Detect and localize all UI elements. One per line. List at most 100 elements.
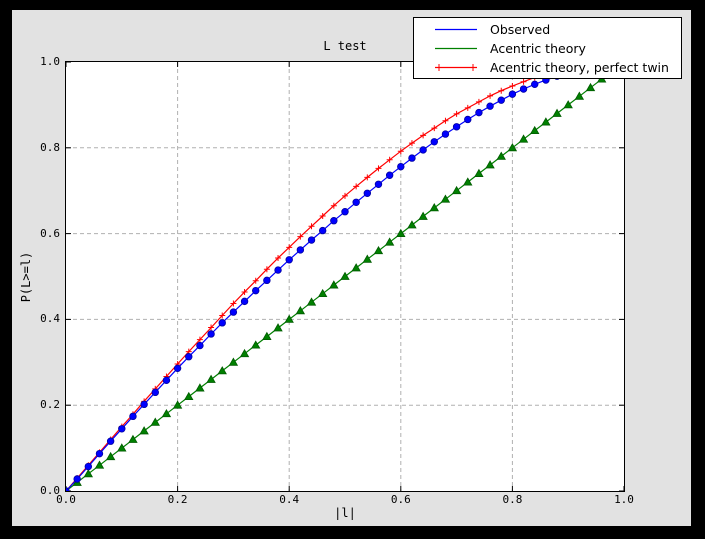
plus-marker [431, 125, 438, 132]
triangle-marker [340, 271, 350, 280]
triangle-marker [239, 348, 250, 358]
circle-marker [151, 388, 159, 397]
plus-marker [453, 110, 460, 117]
triangle-marker [362, 254, 373, 263]
triangle-marker [329, 280, 339, 289]
plus-marker [375, 165, 382, 172]
circle-marker [185, 353, 193, 361]
triangle-marker [351, 263, 361, 272]
circle-marker [508, 90, 517, 98]
legend-plus-marker [469, 63, 477, 71]
triangle-marker [150, 417, 160, 426]
triangle-marker [574, 91, 585, 100]
triangle-marker [184, 391, 194, 401]
plus-marker [308, 223, 315, 230]
series-line [66, 62, 602, 491]
circle-marker [363, 189, 372, 197]
triangle-marker [317, 288, 328, 298]
series-line [66, 65, 602, 491]
circle-marker [307, 236, 316, 244]
triangle-marker [206, 374, 216, 383]
y-tick-label-0.2: 0.2 [40, 398, 60, 412]
circle-marker [218, 319, 226, 327]
x-tick-label-1.0: 1.0 [614, 493, 634, 506]
plus-marker [219, 312, 226, 319]
circle-marker [84, 462, 93, 471]
plus-marker [319, 213, 326, 220]
plus-marker [475, 98, 482, 105]
triangle-marker [228, 357, 239, 366]
circle-marker [430, 138, 438, 146]
y-axis-label: P(L>=l) [19, 251, 33, 303]
triangle-marker [396, 228, 406, 237]
circle-marker [452, 123, 461, 131]
circle-marker [497, 96, 505, 104]
plus-marker [464, 104, 471, 111]
circle-marker [397, 162, 405, 171]
triangle-marker [161, 408, 172, 418]
plus-marker [196, 336, 203, 343]
legend-sample-acentric-theory-line [435, 47, 477, 49]
x-tick-label-0.4: 0.4 [279, 493, 300, 506]
circle-marker [441, 130, 450, 138]
circle-marker [486, 102, 494, 110]
plus-marker [397, 148, 404, 155]
circle-marker [263, 276, 271, 285]
circle-marker [296, 246, 305, 254]
circle-marker [330, 217, 338, 225]
plus-marker [364, 174, 371, 181]
circle-marker [240, 297, 249, 306]
legend-label-perfect-twin: Acentric theory, perfect twin [490, 59, 669, 75]
triangle-marker [451, 185, 462, 195]
y-tick-label-1.0: 1.0 [40, 55, 60, 68]
plus-marker [342, 192, 348, 199]
triangle-marker [384, 237, 395, 246]
triangle-marker [128, 434, 138, 443]
circle-marker [419, 146, 427, 154]
plus-marker [509, 83, 516, 90]
triangle-marker [117, 443, 127, 452]
triangle-marker [94, 460, 105, 469]
triangle-marker [139, 426, 149, 435]
series-observed [66, 62, 606, 491]
plus-marker [252, 277, 259, 284]
triangle-marker [485, 160, 495, 169]
circle-marker [140, 400, 148, 409]
triangle-marker [496, 151, 506, 160]
legend-sample-observed-line [435, 28, 477, 30]
circle-marker [207, 330, 215, 338]
triangle-marker [507, 142, 518, 152]
triangle-marker [463, 177, 473, 186]
circle-marker [318, 226, 327, 235]
plus-marker [442, 117, 449, 124]
circle-marker [118, 425, 126, 433]
circle-marker [73, 475, 81, 483]
circle-marker [352, 198, 360, 206]
y-tick-label-0.8: 0.8 [40, 140, 60, 154]
triangle-marker [83, 469, 94, 478]
circle-marker [374, 180, 383, 188]
circle-marker [341, 208, 349, 216]
plus-marker [297, 233, 304, 240]
plus-marker [286, 244, 293, 251]
legend-plus-marker [435, 63, 443, 71]
triangle-marker [306, 297, 317, 306]
circle-marker [66, 487, 70, 491]
plus-marker [498, 87, 505, 94]
triangle-marker [251, 340, 261, 349]
triangle-marker [217, 366, 227, 375]
triangle-marker [552, 108, 562, 117]
y-tick-label-0.4: 0.4 [40, 312, 60, 326]
plot-area [65, 61, 625, 492]
triangle-marker [172, 400, 183, 409]
triangle-marker [273, 323, 283, 332]
circle-marker [252, 286, 260, 295]
triangle-marker [295, 306, 306, 315]
triangle-marker [407, 220, 417, 229]
triangle-marker [530, 125, 540, 135]
series-acentric-theory [66, 74, 607, 491]
circle-marker [274, 266, 282, 274]
circle-marker [196, 341, 204, 350]
plus-marker [487, 92, 494, 99]
